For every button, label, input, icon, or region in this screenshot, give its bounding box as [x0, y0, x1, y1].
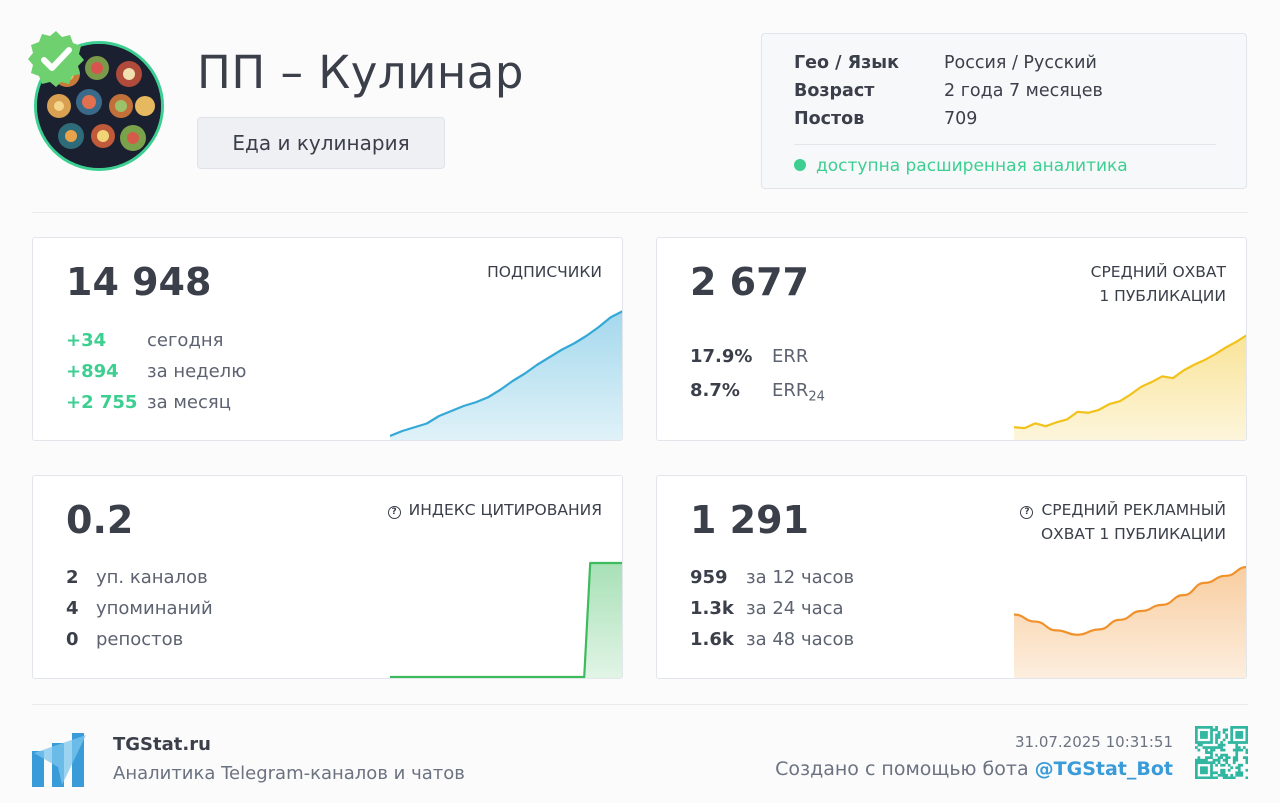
info-key: Возраст	[794, 81, 875, 101]
subscribers-area	[390, 311, 622, 440]
stat-row: +894 за неделю	[66, 361, 246, 382]
divider	[794, 144, 1216, 145]
stat-label: за неделю	[147, 361, 247, 382]
subscribers-count: 14 948	[66, 260, 212, 304]
subscribers-line	[390, 310, 622, 438]
ad_reach-area	[1014, 567, 1246, 678]
citation-line	[390, 561, 622, 678]
stat-row: 8.7% ERR24	[690, 380, 825, 405]
ad-reach-value: 1 291	[690, 498, 809, 542]
qr-code-icon	[1195, 726, 1249, 780]
channel-avatar	[28, 31, 164, 171]
citation-label: ? ИНДЕКС ЦИТИРОВАНИЯ	[387, 498, 602, 522]
stat-label: ERR	[772, 346, 809, 367]
report-datetime: 31.07.2025 10:31:51	[1014, 733, 1173, 751]
info-value: Россия / Русский	[944, 53, 1097, 73]
channel-title: ПП – Кулинар	[197, 46, 524, 99]
stat-value: 4	[66, 598, 79, 619]
footer-divider	[32, 704, 1248, 705]
verified-badge-icon	[26, 29, 86, 89]
reach-line	[1014, 334, 1246, 430]
created-by: Создано с помощью бота @TGStat_Bot	[775, 758, 1173, 780]
stat-value: +2 755	[66, 392, 138, 413]
info-row-posts: Постов 709	[794, 109, 977, 129]
stat-row: 17.9% ERR	[690, 346, 808, 367]
bot-link[interactable]: @TGStat_Bot	[1034, 758, 1173, 780]
brand-name[interactable]: TGStat.ru	[113, 734, 211, 755]
citation-area	[390, 563, 622, 678]
stat-label: за 24 часа	[746, 598, 844, 619]
stat-subscript: 24	[808, 389, 825, 405]
ad-reach-label: ? СРЕДНИЙ РЕКЛАМНЫЙ ОХВАТ 1 ПУБЛИКАЦИИ	[1020, 498, 1226, 546]
stat-label: сегодня	[147, 330, 224, 351]
stat-value: 17.9%	[690, 346, 753, 367]
help-icon[interactable]: ?	[1020, 506, 1034, 519]
stat-label: репостов	[96, 629, 184, 650]
ad-reach-card[interactable]: 1 291 ? СРЕДНИЙ РЕКЛАМНЫЙ ОХВАТ 1 ПУБЛИКА…	[656, 475, 1247, 679]
subscribers-label: ПОДПИСЧИКИ	[487, 263, 602, 281]
info-card: Гео / Язык Россия / Русский Возраст 2 года…	[761, 33, 1247, 189]
stat-label: ERR	[772, 380, 809, 401]
ad-reach-label-line2: ОХВАТ 1 ПУБЛИКАЦИИ	[1040, 525, 1226, 543]
stat-value: 1.3k	[690, 598, 734, 619]
info-value: 709	[944, 109, 978, 129]
analytics-status[interactable]: доступна расширенная аналитика	[794, 156, 1128, 176]
stat-row: +2 755 за месяц	[66, 392, 231, 413]
stat-row: 1.3k за 24 часа	[690, 598, 844, 619]
reach-label-line1: СРЕДНИЙ ОХВАТ	[1090, 263, 1226, 281]
stat-value: +894	[66, 361, 119, 382]
stat-value: 2	[66, 567, 79, 588]
header-divider	[32, 212, 1248, 213]
help-icon[interactable]: ?	[387, 506, 401, 519]
citation-index: 0.2	[66, 498, 134, 542]
citation-card[interactable]: 0.2 ? ИНДЕКС ЦИТИРОВАНИЯ 2 уп. каналов 4 уп…	[32, 475, 623, 679]
reach-value: 2 677	[690, 260, 809, 304]
reach-label: СРЕДНИЙ ОХВАТ 1 ПУБЛИКАЦИИ	[1091, 260, 1226, 308]
ad-reach-label-line1: ? СРЕДНИЙ РЕКЛАМНЫЙ	[1020, 498, 1226, 522]
stat-row: 1.6k за 48 часов	[690, 629, 854, 650]
reach-card[interactable]: 2 677 СРЕДНИЙ ОХВАТ 1 ПУБЛИКАЦИИ 17.9% ER…	[656, 237, 1247, 441]
info-key: Гео / Язык	[794, 53, 899, 73]
stat-row: +34 сегодня	[66, 330, 223, 351]
stat-label: за месяц	[147, 392, 231, 413]
reach-sparkline	[1014, 334, 1246, 440]
stat-row: 959 за 12 часов	[690, 567, 854, 588]
info-row-geo: Гео / Язык Россия / Русский	[794, 53, 1097, 73]
stat-label: уп. каналов	[96, 567, 208, 588]
stat-value: +34	[66, 330, 107, 351]
info-value: 2 года 7 месяцев	[944, 81, 1103, 101]
stat-label: упоминаний	[96, 598, 213, 619]
info-row-age: Возраст 2 года 7 месяцев	[794, 81, 1103, 101]
reach-area	[1014, 335, 1246, 440]
stat-row: 2 уп. каналов	[66, 567, 208, 588]
stat-value: 959	[690, 567, 728, 588]
created-by-text: Создано с помощью бота	[775, 758, 1029, 780]
brand-tagline: Аналитика Telegram-каналов и чатов	[113, 763, 465, 784]
tgstat-logo-icon[interactable]	[32, 733, 90, 787]
subscribers-card[interactable]: 14 948 ПОДПИСЧИКИ +34 сегодня +894 за неде…	[32, 237, 623, 441]
stat-row: 4 упоминаний	[66, 598, 213, 619]
info-key: Постов	[794, 109, 865, 129]
ad-reach-sparkline	[1014, 565, 1246, 678]
citation-sparkline	[390, 561, 622, 678]
subscribers-sparkline	[390, 310, 622, 440]
category-tag[interactable]: Еда и кулинария	[197, 117, 445, 169]
stat-value: 1.6k	[690, 629, 734, 650]
status-text: доступна расширенная аналитика	[816, 156, 1128, 176]
ad_reach-line	[1014, 565, 1246, 636]
citation-label-text: ИНДЕКС ЦИТИРОВАНИЯ	[408, 501, 602, 519]
ad-reach-label-text: СРЕДНИЙ РЕКЛАМНЫЙ	[1041, 501, 1226, 519]
stat-row: 0 репостов	[66, 629, 183, 650]
stat-value: 8.7%	[690, 380, 740, 401]
stat-label: за 12 часов	[746, 567, 855, 588]
stat-label: за 48 часов	[746, 629, 855, 650]
stat-value: 0	[66, 629, 79, 650]
reach-label-line2: 1 ПУБЛИКАЦИИ	[1099, 287, 1226, 305]
status-dot-icon	[794, 159, 806, 171]
